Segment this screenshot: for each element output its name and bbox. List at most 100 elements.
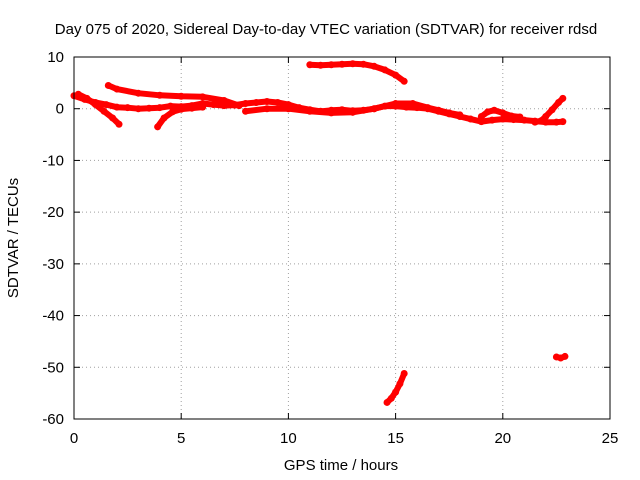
data-point [409, 100, 417, 108]
x-tick-label: 15 [387, 430, 404, 447]
data-point [156, 104, 164, 112]
data-point [166, 102, 174, 110]
y-tick-label: 0 [56, 101, 64, 118]
data-point [284, 105, 292, 113]
data-point [160, 114, 168, 122]
data-point [235, 102, 243, 110]
data-point [199, 103, 207, 111]
data-point [434, 106, 442, 114]
data-point [124, 104, 132, 112]
data-point [531, 118, 539, 126]
data-point [242, 107, 250, 115]
data-point [349, 60, 357, 68]
data-point [220, 96, 228, 104]
data-point [477, 112, 485, 120]
data-point [392, 100, 400, 108]
data-point [445, 109, 453, 117]
data-point [83, 94, 91, 102]
y-tick-label: -40 [42, 308, 64, 325]
data-point [392, 71, 400, 79]
data-point [209, 101, 217, 109]
y-tick-label: 10 [47, 49, 64, 66]
data-point [516, 113, 524, 121]
data-point [327, 109, 335, 117]
data-point [381, 66, 389, 74]
plot-frame [73, 56, 611, 420]
data-point [113, 103, 121, 111]
data-point [100, 107, 108, 115]
data-point [74, 90, 82, 98]
data-series-arc-4 [154, 103, 207, 131]
data-point [542, 112, 550, 120]
data-point [199, 93, 207, 101]
data-trace [306, 60, 408, 85]
data-series-arc-5 [242, 100, 464, 119]
data-point [467, 115, 475, 123]
data-point [507, 112, 515, 120]
x-tick-label: 20 [494, 430, 511, 447]
data-point [400, 369, 408, 377]
data-point [115, 120, 123, 128]
data-point [559, 94, 567, 102]
data-point [104, 81, 112, 89]
data-point [306, 61, 314, 69]
data-point [499, 109, 507, 117]
data-point [548, 106, 556, 114]
data-point [400, 77, 408, 85]
data-point [317, 61, 325, 69]
data-point [134, 105, 142, 113]
data-point [359, 60, 367, 68]
data-point [109, 114, 117, 122]
x-tick-label: 0 [70, 430, 78, 447]
y-axis-label: SDTVAR / TECUs [5, 178, 22, 298]
data-point [274, 99, 282, 107]
data-series-arc-7 [531, 94, 567, 126]
data-point [156, 91, 164, 99]
data-point [488, 116, 496, 124]
data-point [559, 118, 567, 126]
data-point [490, 106, 498, 114]
data-point [263, 105, 271, 113]
x-tick-label: 5 [177, 430, 185, 447]
data-point [370, 62, 378, 70]
data-point [499, 115, 507, 123]
data-point [91, 101, 99, 109]
data-point [306, 107, 314, 115]
data-point [338, 60, 346, 68]
x-tick-label: 10 [280, 430, 297, 447]
data-point [327, 61, 335, 69]
x-tick-label: 25 [602, 430, 619, 447]
y-tick-label: -50 [42, 359, 64, 376]
data-point [561, 352, 569, 360]
data-point [552, 118, 560, 126]
data-trace [105, 82, 243, 109]
data-point [177, 105, 185, 113]
axis-ticks: 0 5 10 15 20 25 -60 -50 -40 -30 -20 -10 0 10 [42, 49, 618, 447]
data-series-arc-9 [383, 369, 408, 406]
data-series-arc-2 [104, 81, 243, 110]
data-point [263, 97, 271, 105]
data-point [145, 104, 153, 112]
data-point [484, 108, 492, 116]
data-point [102, 101, 110, 109]
data-point [177, 92, 185, 100]
data-point [113, 85, 121, 93]
data-point [242, 100, 250, 108]
data-point [387, 394, 395, 402]
y-tick-label: -60 [42, 411, 64, 428]
data-series-arc-3 [74, 90, 123, 128]
y-tick-label: -10 [42, 152, 64, 169]
data-point [188, 104, 196, 112]
chart-title: Day 075 of 2020, Sidereal Day-to-day VTE… [55, 21, 597, 38]
y-tick-label: -30 [42, 256, 64, 273]
y-tick-label: -20 [42, 204, 64, 221]
data-point [349, 108, 357, 116]
x-axis-label: GPS time / hours [284, 457, 398, 474]
data-point [424, 104, 432, 112]
data-series-arc-8 [306, 60, 408, 85]
data-point [169, 108, 177, 116]
data-point [392, 388, 400, 396]
data-point [370, 105, 378, 113]
data-point [154, 123, 162, 131]
